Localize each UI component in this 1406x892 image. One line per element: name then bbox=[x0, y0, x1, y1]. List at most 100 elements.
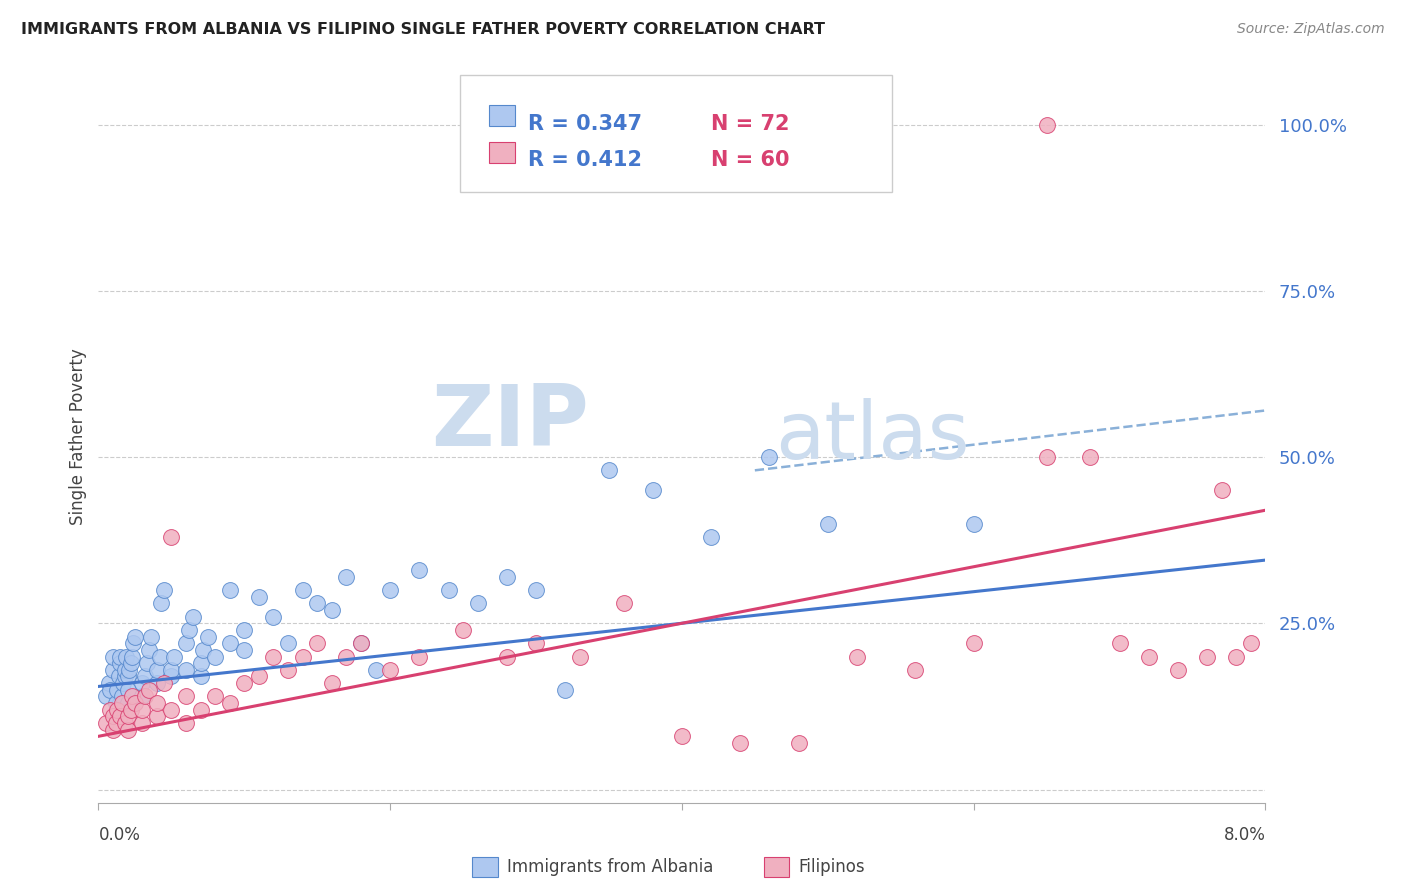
Point bbox=[120, 703, 142, 717]
Point bbox=[94, 716, 117, 731]
Point bbox=[262, 649, 284, 664]
Point bbox=[568, 649, 591, 664]
Point bbox=[101, 709, 124, 723]
Point bbox=[117, 709, 139, 723]
Point bbox=[190, 669, 212, 683]
Point bbox=[1035, 450, 1057, 464]
Point bbox=[131, 690, 153, 704]
Point bbox=[364, 663, 387, 677]
Point bbox=[204, 690, 226, 704]
Point bbox=[612, 596, 634, 610]
Point bbox=[335, 570, 357, 584]
Point bbox=[307, 636, 329, 650]
Point bbox=[554, 682, 576, 697]
Point bbox=[138, 643, 160, 657]
Text: ZIP: ZIP bbox=[430, 381, 589, 464]
Point bbox=[131, 676, 153, 690]
Point bbox=[291, 582, 314, 597]
Point bbox=[114, 716, 136, 731]
Point bbox=[104, 716, 127, 731]
Point bbox=[641, 483, 664, 498]
Point bbox=[350, 636, 373, 650]
Point bbox=[101, 649, 124, 664]
Point bbox=[160, 669, 183, 683]
Point bbox=[121, 690, 143, 704]
Point bbox=[277, 663, 299, 677]
Point bbox=[451, 623, 474, 637]
Text: atlas: atlas bbox=[775, 398, 970, 476]
Text: 8.0%: 8.0% bbox=[1223, 826, 1265, 844]
Point bbox=[233, 676, 256, 690]
Point bbox=[146, 663, 169, 677]
Point bbox=[817, 516, 839, 531]
Point bbox=[101, 663, 124, 677]
Point bbox=[1225, 649, 1247, 664]
Point bbox=[700, 530, 723, 544]
Point bbox=[174, 690, 197, 704]
Point bbox=[153, 582, 176, 597]
Point bbox=[160, 663, 183, 677]
Point bbox=[437, 582, 460, 597]
Point bbox=[114, 663, 136, 677]
Point bbox=[134, 690, 156, 704]
Text: Filipinos: Filipinos bbox=[799, 858, 865, 876]
Point bbox=[108, 669, 131, 683]
Point bbox=[160, 530, 183, 544]
Point bbox=[524, 636, 547, 650]
Point bbox=[149, 649, 172, 664]
FancyBboxPatch shape bbox=[460, 75, 891, 192]
Point bbox=[598, 463, 620, 477]
Point bbox=[1108, 636, 1130, 650]
Point bbox=[190, 703, 212, 717]
Point bbox=[114, 669, 136, 683]
Point bbox=[671, 729, 693, 743]
Point bbox=[104, 696, 127, 710]
Point bbox=[233, 643, 256, 657]
Point bbox=[380, 663, 402, 677]
Point bbox=[181, 609, 204, 624]
Point bbox=[110, 656, 132, 670]
Point bbox=[247, 590, 270, 604]
Point bbox=[197, 630, 219, 644]
Point bbox=[174, 636, 197, 650]
Text: N = 60: N = 60 bbox=[711, 151, 790, 170]
Point bbox=[115, 649, 138, 664]
Point bbox=[247, 669, 270, 683]
Point bbox=[117, 723, 139, 737]
Point bbox=[146, 696, 169, 710]
Point bbox=[190, 656, 212, 670]
Point bbox=[350, 636, 373, 650]
Point bbox=[122, 636, 145, 650]
Point bbox=[524, 582, 547, 597]
Point bbox=[97, 676, 120, 690]
Point bbox=[94, 690, 117, 704]
Text: IMMIGRANTS FROM ALBANIA VS FILIPINO SINGLE FATHER POVERTY CORRELATION CHART: IMMIGRANTS FROM ALBANIA VS FILIPINO SING… bbox=[21, 22, 825, 37]
Point bbox=[1035, 118, 1057, 132]
Point bbox=[845, 649, 868, 664]
Point bbox=[160, 703, 183, 717]
Point bbox=[124, 696, 146, 710]
Point bbox=[124, 630, 146, 644]
Point bbox=[1197, 649, 1219, 664]
Point bbox=[408, 649, 430, 664]
Point bbox=[307, 596, 329, 610]
Point bbox=[962, 636, 984, 650]
Point bbox=[380, 582, 402, 597]
Text: Source: ZipAtlas.com: Source: ZipAtlas.com bbox=[1237, 22, 1385, 37]
Point bbox=[153, 676, 176, 690]
Point bbox=[117, 696, 139, 710]
Text: 0.0%: 0.0% bbox=[98, 826, 141, 844]
Point bbox=[787, 736, 810, 750]
Point bbox=[177, 623, 200, 637]
Point bbox=[105, 682, 128, 697]
Text: R = 0.412: R = 0.412 bbox=[527, 151, 643, 170]
FancyBboxPatch shape bbox=[472, 857, 498, 878]
Point bbox=[291, 649, 314, 664]
FancyBboxPatch shape bbox=[489, 105, 515, 127]
Point bbox=[163, 649, 186, 664]
Point bbox=[135, 656, 157, 670]
Point bbox=[174, 716, 197, 731]
Point bbox=[110, 709, 132, 723]
Point bbox=[1080, 450, 1102, 464]
Point bbox=[120, 656, 142, 670]
